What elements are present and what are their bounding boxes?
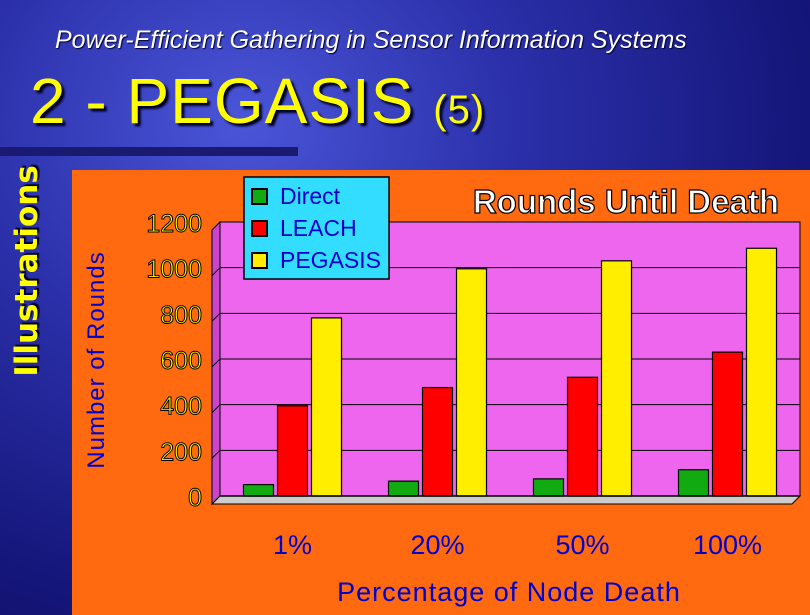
bar-direct	[532, 478, 565, 497]
gridline-depth	[211, 358, 221, 368]
legend-label-pegasis: PEGASIS	[280, 247, 381, 273]
bar-leach	[276, 405, 309, 497]
bar-direct	[677, 469, 710, 497]
legend-label-leach: LEACH	[280, 215, 357, 241]
plot-floor	[210, 495, 802, 505]
gridline-depth	[211, 495, 221, 505]
chart-panel: 0 200 400 600 800 1000 1200 1% 20% 50% 100% Percent…	[72, 170, 810, 615]
legend-swatch-leach	[251, 220, 268, 237]
gridline-depth	[211, 449, 221, 459]
bar-leach	[566, 376, 599, 497]
x-tick-label: 1%	[273, 530, 312, 560]
bar-leach	[711, 351, 744, 497]
gridline-depth	[211, 312, 221, 322]
legend-box	[243, 176, 390, 280]
y-tick-label: 800	[160, 301, 202, 329]
title-underline	[0, 147, 298, 156]
bar-pegasis	[745, 247, 778, 497]
y-tick-label: 200	[160, 438, 202, 466]
slide-title: 2 - PEGASIS (5)	[30, 64, 485, 138]
bar-leach	[421, 386, 454, 497]
x-tick-label: 100%	[693, 530, 762, 560]
y-tick-label: 400	[160, 393, 202, 421]
chart-title: Rounds Until Death	[473, 183, 779, 220]
legend-swatch-direct	[251, 188, 268, 205]
side-label-box: Illustrations	[0, 158, 55, 488]
bar-pegasis	[600, 260, 633, 497]
y-axis-label: Number of Rounds	[83, 251, 110, 468]
x-axis-label: Percentage of Node Death	[337, 577, 681, 607]
x-tick-label: 50%	[555, 530, 609, 560]
slide-subtitle: Power-Efficient Gathering in Sensor Info…	[55, 26, 687, 54]
gridline-depth	[211, 404, 221, 414]
legend-swatch-pegasis	[251, 252, 268, 269]
gridline-depth	[211, 221, 221, 231]
slide-title-suffix: (5)	[433, 88, 486, 132]
bar-pegasis	[310, 317, 343, 497]
side-label: Illustrations	[9, 165, 45, 377]
y-tick-label: 600	[160, 347, 202, 375]
gridline-depth	[211, 267, 221, 277]
x-tick-label: 20%	[410, 530, 464, 560]
y-tick-label: 1200	[146, 210, 202, 238]
rounds-chart: 0 200 400 600 800 1000 1200 1% 20% 50% 100% Percent…	[83, 176, 802, 607]
y-tick-label: 1000	[146, 256, 202, 284]
bar-direct	[242, 483, 275, 497]
legend-label-direct: Direct	[280, 183, 341, 209]
slide-title-main: 2 - PEGASIS	[30, 65, 415, 137]
bar-direct	[387, 480, 420, 497]
bar-pegasis	[455, 268, 488, 497]
y-tick-label: 0	[188, 484, 202, 512]
